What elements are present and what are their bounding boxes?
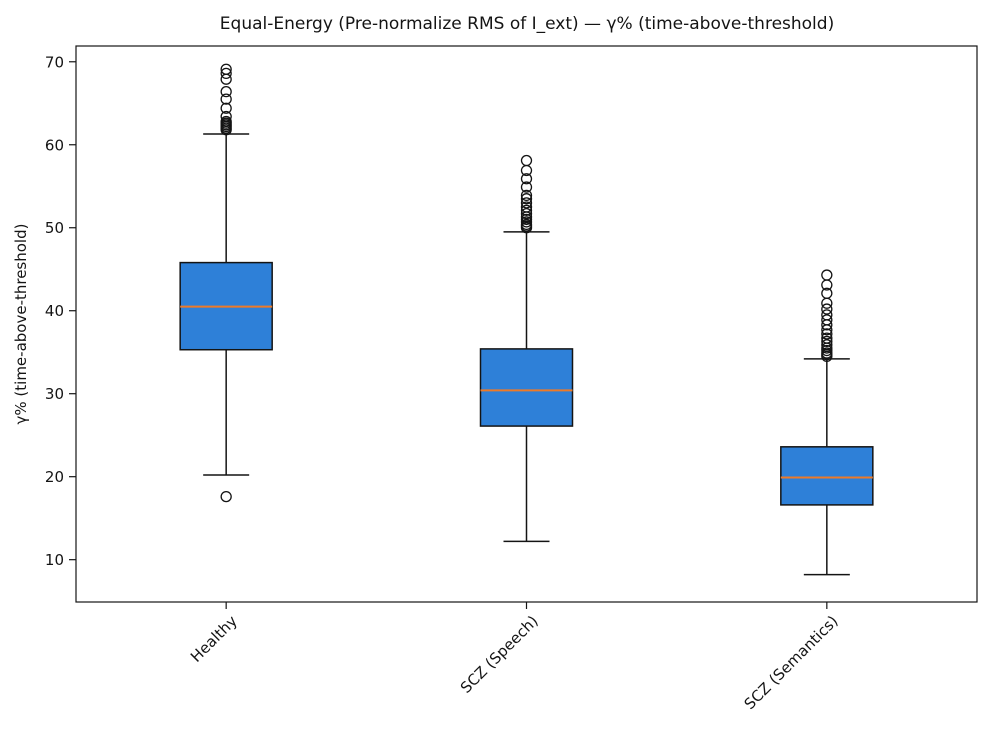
outlier-point bbox=[220, 93, 232, 105]
outlier-point bbox=[220, 85, 232, 98]
outlier-point bbox=[520, 193, 533, 205]
outlier-point bbox=[821, 303, 833, 315]
outlier-point bbox=[520, 173, 533, 185]
y-tick-label: 10 bbox=[45, 551, 64, 569]
outlier-point bbox=[821, 314, 833, 326]
outlier-point bbox=[220, 115, 232, 128]
outlier-point bbox=[520, 201, 533, 213]
outlier-point bbox=[220, 110, 232, 123]
outlier-point bbox=[821, 339, 833, 351]
y-tick-label: 40 bbox=[45, 302, 64, 320]
outlier-point bbox=[520, 207, 533, 220]
y-tick-label: 50 bbox=[45, 219, 64, 237]
outlier-point bbox=[821, 332, 833, 344]
y-tick-label: 60 bbox=[45, 136, 64, 154]
outlier-point bbox=[220, 63, 232, 75]
outlier-point bbox=[520, 197, 533, 209]
y-tick-label: 70 bbox=[45, 53, 64, 71]
outlier-point bbox=[821, 328, 833, 340]
outlier-point bbox=[821, 287, 833, 299]
outlier-point bbox=[821, 269, 833, 281]
outlier-point bbox=[821, 309, 833, 321]
outlier-point bbox=[220, 102, 232, 114]
outlier-point bbox=[520, 154, 533, 167]
outlier-point bbox=[821, 335, 833, 348]
outlier-point bbox=[220, 73, 232, 85]
box-3 bbox=[780, 446, 874, 506]
outlier-point bbox=[520, 181, 533, 193]
outlier-point bbox=[520, 204, 533, 216]
outlier-point bbox=[821, 297, 833, 309]
outlier-point bbox=[220, 490, 232, 503]
outlier-point bbox=[520, 189, 533, 202]
box-2 bbox=[479, 348, 574, 427]
chart-title: Equal-Energy (Pre-normalize RMS of I_ext… bbox=[219, 14, 835, 34]
outlier-point bbox=[220, 67, 232, 80]
y-tick-label: 30 bbox=[45, 385, 64, 403]
y-tick-label: 20 bbox=[45, 468, 64, 486]
